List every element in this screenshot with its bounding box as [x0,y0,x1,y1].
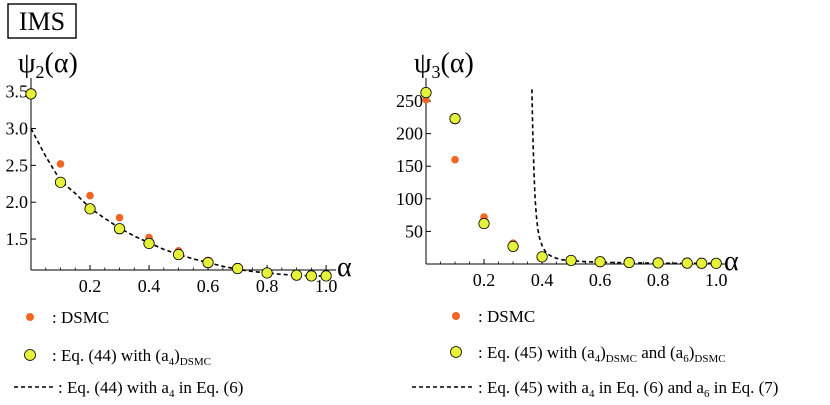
psi3-eq-point [696,257,708,269]
psi2-y-tick-label: 3.0 [6,119,29,139]
psi3-x-tick-label: 0.6 [589,270,612,290]
psi3-dsmc-point [422,95,430,104]
psi2-eq-point [320,270,332,282]
psi2-y-tick-label: 1.5 [6,229,29,249]
psi3-y-tick-label: 250 [396,91,423,111]
psi2-y-tick-label: 2.0 [6,192,29,212]
left-x-axis-title: α [337,252,352,283]
ims-badge-text: IMS [19,7,65,36]
psi2-dsmc-point [56,160,65,168]
legend-eq45-marker [450,346,462,358]
psi2-x-tick-label: 0.6 [197,276,220,296]
legend-eq45-line-label: : Eq. (45) with a4 in Eq. (6) and a6 in … [478,378,778,400]
psi2-eq-point [25,88,37,100]
legend-dsmc-marker-left [26,313,34,321]
psi3-dsmc-point [451,155,459,164]
psi2-eq-point [84,203,96,215]
psi3-y-tick-label: 100 [396,189,423,209]
left-y-axis-title: ψ2(α) [18,48,78,82]
psi2-x-tick-label: 0.8 [256,276,279,296]
psi2-eq-point [113,223,126,235]
psi3-x-tick-label: 0.4 [531,270,554,290]
psi3-analytic-curve [531,89,717,265]
psi2-analytic-curve [30,128,327,277]
psi3-y-tick-label: 200 [396,124,423,144]
legend-eq44-label: : Eq. (44) with (a4)DSMC [52,346,211,368]
psi3-eq-point [478,217,490,230]
legend-dsmc-label-right: : DSMC [478,307,535,326]
psi2-x-tick-label: 0.2 [79,276,102,296]
legend-eq44-line-label: : Eq. (44) with a4 in Eq. (6) [58,378,243,400]
psi2-eq-point [202,257,214,269]
psi3-x-tick-label: 0.2 [473,270,496,290]
psi3-eq-point [565,254,577,267]
psi2-eq-point [261,267,273,279]
psi3-x-tick-label: 0.8 [647,270,670,290]
psi2-eq-point [143,237,155,250]
right-y-axis-title: ψ3(α) [414,48,474,82]
chart-psi3: 0.2 0.4 0.6 0.8 1.0 50 100 150 200 250 [396,78,727,290]
psi2-x-tick-label: 0.4 [138,276,161,296]
psi2-y-tick-label: 2.5 [6,155,29,175]
psi2-eq-point [54,176,67,188]
psi3-eq-point [710,257,722,269]
psi2-eq-point [231,262,244,275]
psi3-eq-point [536,251,548,263]
psi3-eq-point [681,257,693,269]
psi3-y-tick-label: 150 [396,156,423,176]
psi2-eq-point [290,269,303,281]
legend-dsmc-marker-right [452,312,460,320]
psi2-eq-point [305,270,317,282]
legend-dsmc-label-left: : DSMC [52,308,109,327]
right-x-axis-title: α [724,246,739,277]
psi2-y-tick-label: 3.5 [6,82,29,102]
legend-eq44-marker [24,349,36,361]
psi3-y-tick-label: 50 [405,221,423,241]
psi3-x-tick-label: 1.0 [705,270,728,290]
psi3-eq-point [420,86,432,99]
psi2-eq-point [172,248,185,261]
psi3-eq-point [449,113,461,125]
ims-badge-box [7,3,77,39]
legend-eq45-label: : Eq. (45) with (a4)DSMC and (a6)DSMC [478,343,726,365]
psi3-eq-point [507,240,519,252]
psi2-dsmc-point [115,213,124,222]
psi2-x-tick-label: 1.0 [315,276,338,296]
chart-psi2: 0.2 0.4 0.6 0.8 1.0 1.5 2.0 2.5 3.0 3.5 [6,78,338,296]
psi3-eq-point [623,256,635,269]
psi3-eq-point [594,256,606,268]
psi3-eq-point [652,257,664,269]
psi2-dsmc-point [86,191,94,200]
